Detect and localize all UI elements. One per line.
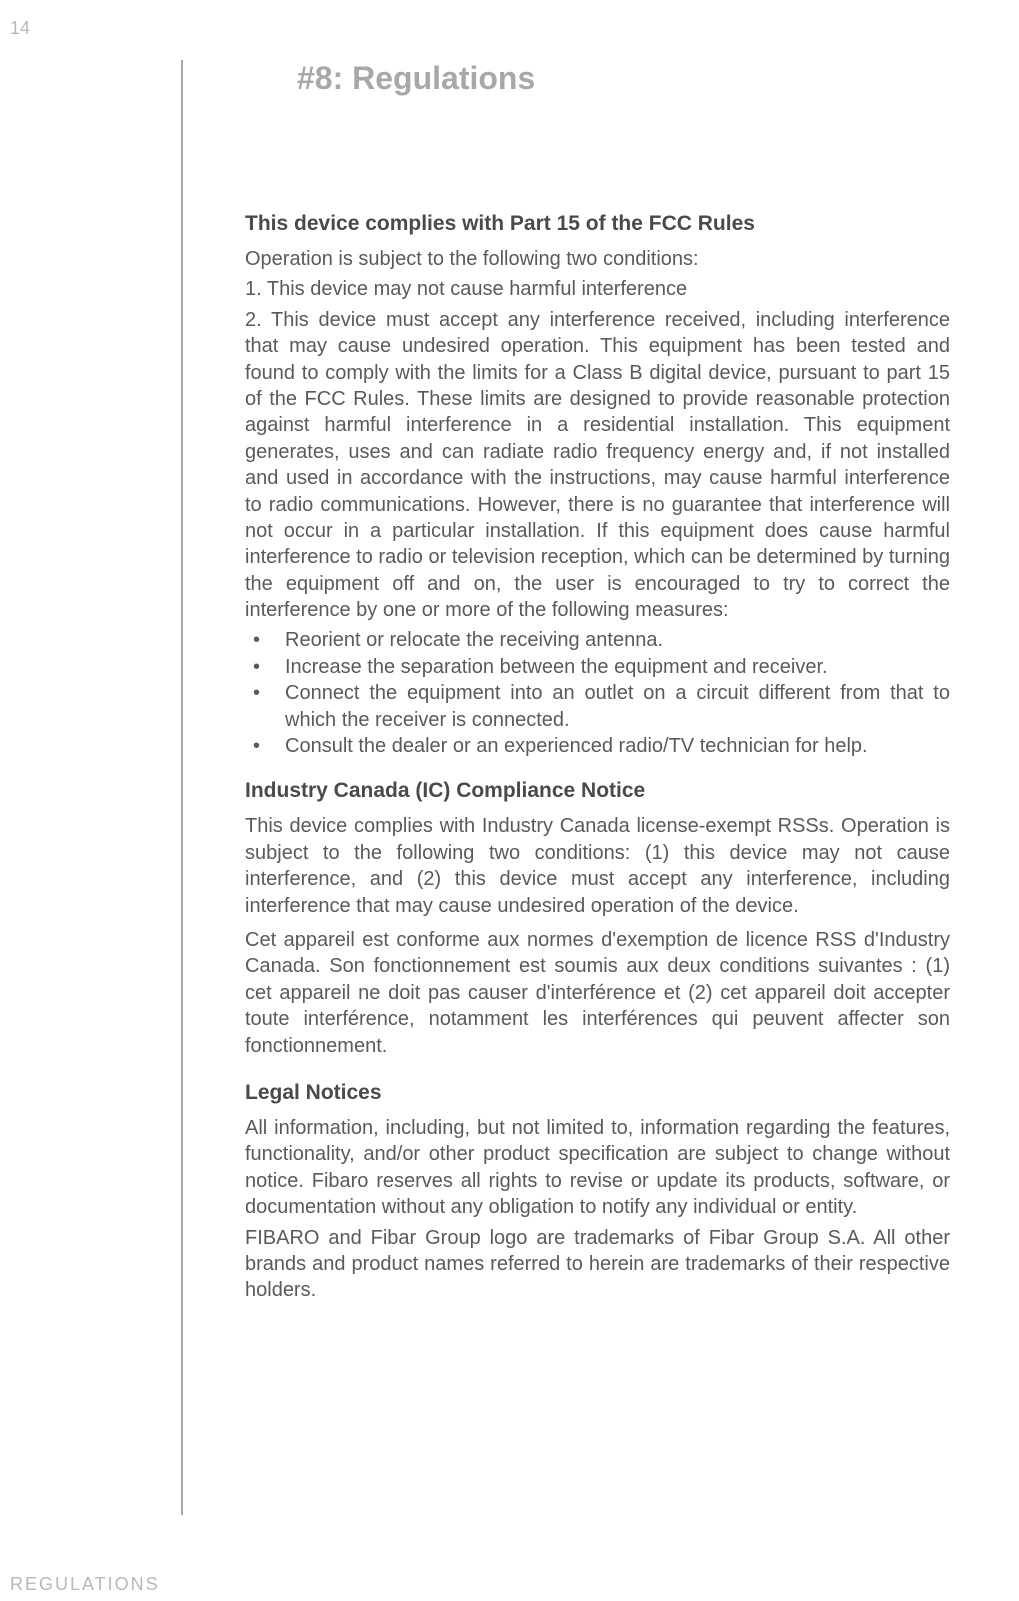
- fcc-bullet-list: Reorient or relocate the receiving anten…: [245, 627, 950, 759]
- legal-heading: Legal Notices: [245, 1081, 950, 1105]
- divider-line: [181, 60, 183, 1515]
- list-item: Increase the separation between the equi…: [245, 654, 950, 680]
- content-area: #8: Regulations This device complies wit…: [245, 60, 950, 1308]
- page-title: #8: Regulations: [297, 60, 950, 97]
- fcc-condition-2: 2. This device must accept any interfere…: [245, 307, 950, 624]
- list-item: Reorient or relocate the receiving anten…: [245, 627, 950, 653]
- ic-heading: Industry Canada (IC) Compliance Notice: [245, 779, 950, 803]
- list-item: Consult the dealer or an experienced rad…: [245, 733, 950, 759]
- ic-para-1: This device complies with Industry Canad…: [245, 813, 950, 919]
- fcc-heading: This device complies with Part 15 of the…: [245, 212, 950, 236]
- ic-para-2: Cet appareil est conforme aux normes d'e…: [245, 927, 950, 1059]
- legal-para-2: FIBARO and Fibar Group logo are trademar…: [245, 1225, 950, 1304]
- list-item: Connect the equipment into an outlet on …: [245, 680, 950, 733]
- footer-label: REGULATIONS: [10, 1574, 160, 1595]
- fcc-intro: Operation is subject to the following tw…: [245, 246, 950, 272]
- fcc-condition-1: 1. This device may not cause harmful int…: [245, 276, 950, 302]
- page-number: 14: [10, 18, 30, 39]
- legal-para-1: All information, including, but not limi…: [245, 1115, 950, 1221]
